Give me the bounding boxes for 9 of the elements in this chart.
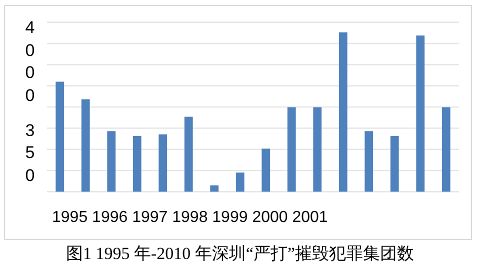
text: 0 xyxy=(25,41,35,60)
text: 3 xyxy=(25,121,35,140)
text: 0 xyxy=(25,166,35,185)
text: 0 xyxy=(25,63,35,82)
text: 4 xyxy=(25,18,35,37)
text: 0 xyxy=(25,86,35,105)
text: 5 xyxy=(25,143,35,162)
x-axis-title: 1995 1996 1997 1998 1999 2000 2001 xyxy=(52,209,328,226)
text: 图1 1995 年-2010 年深圳“严打”摧毁犯罪集团数 xyxy=(66,244,414,263)
